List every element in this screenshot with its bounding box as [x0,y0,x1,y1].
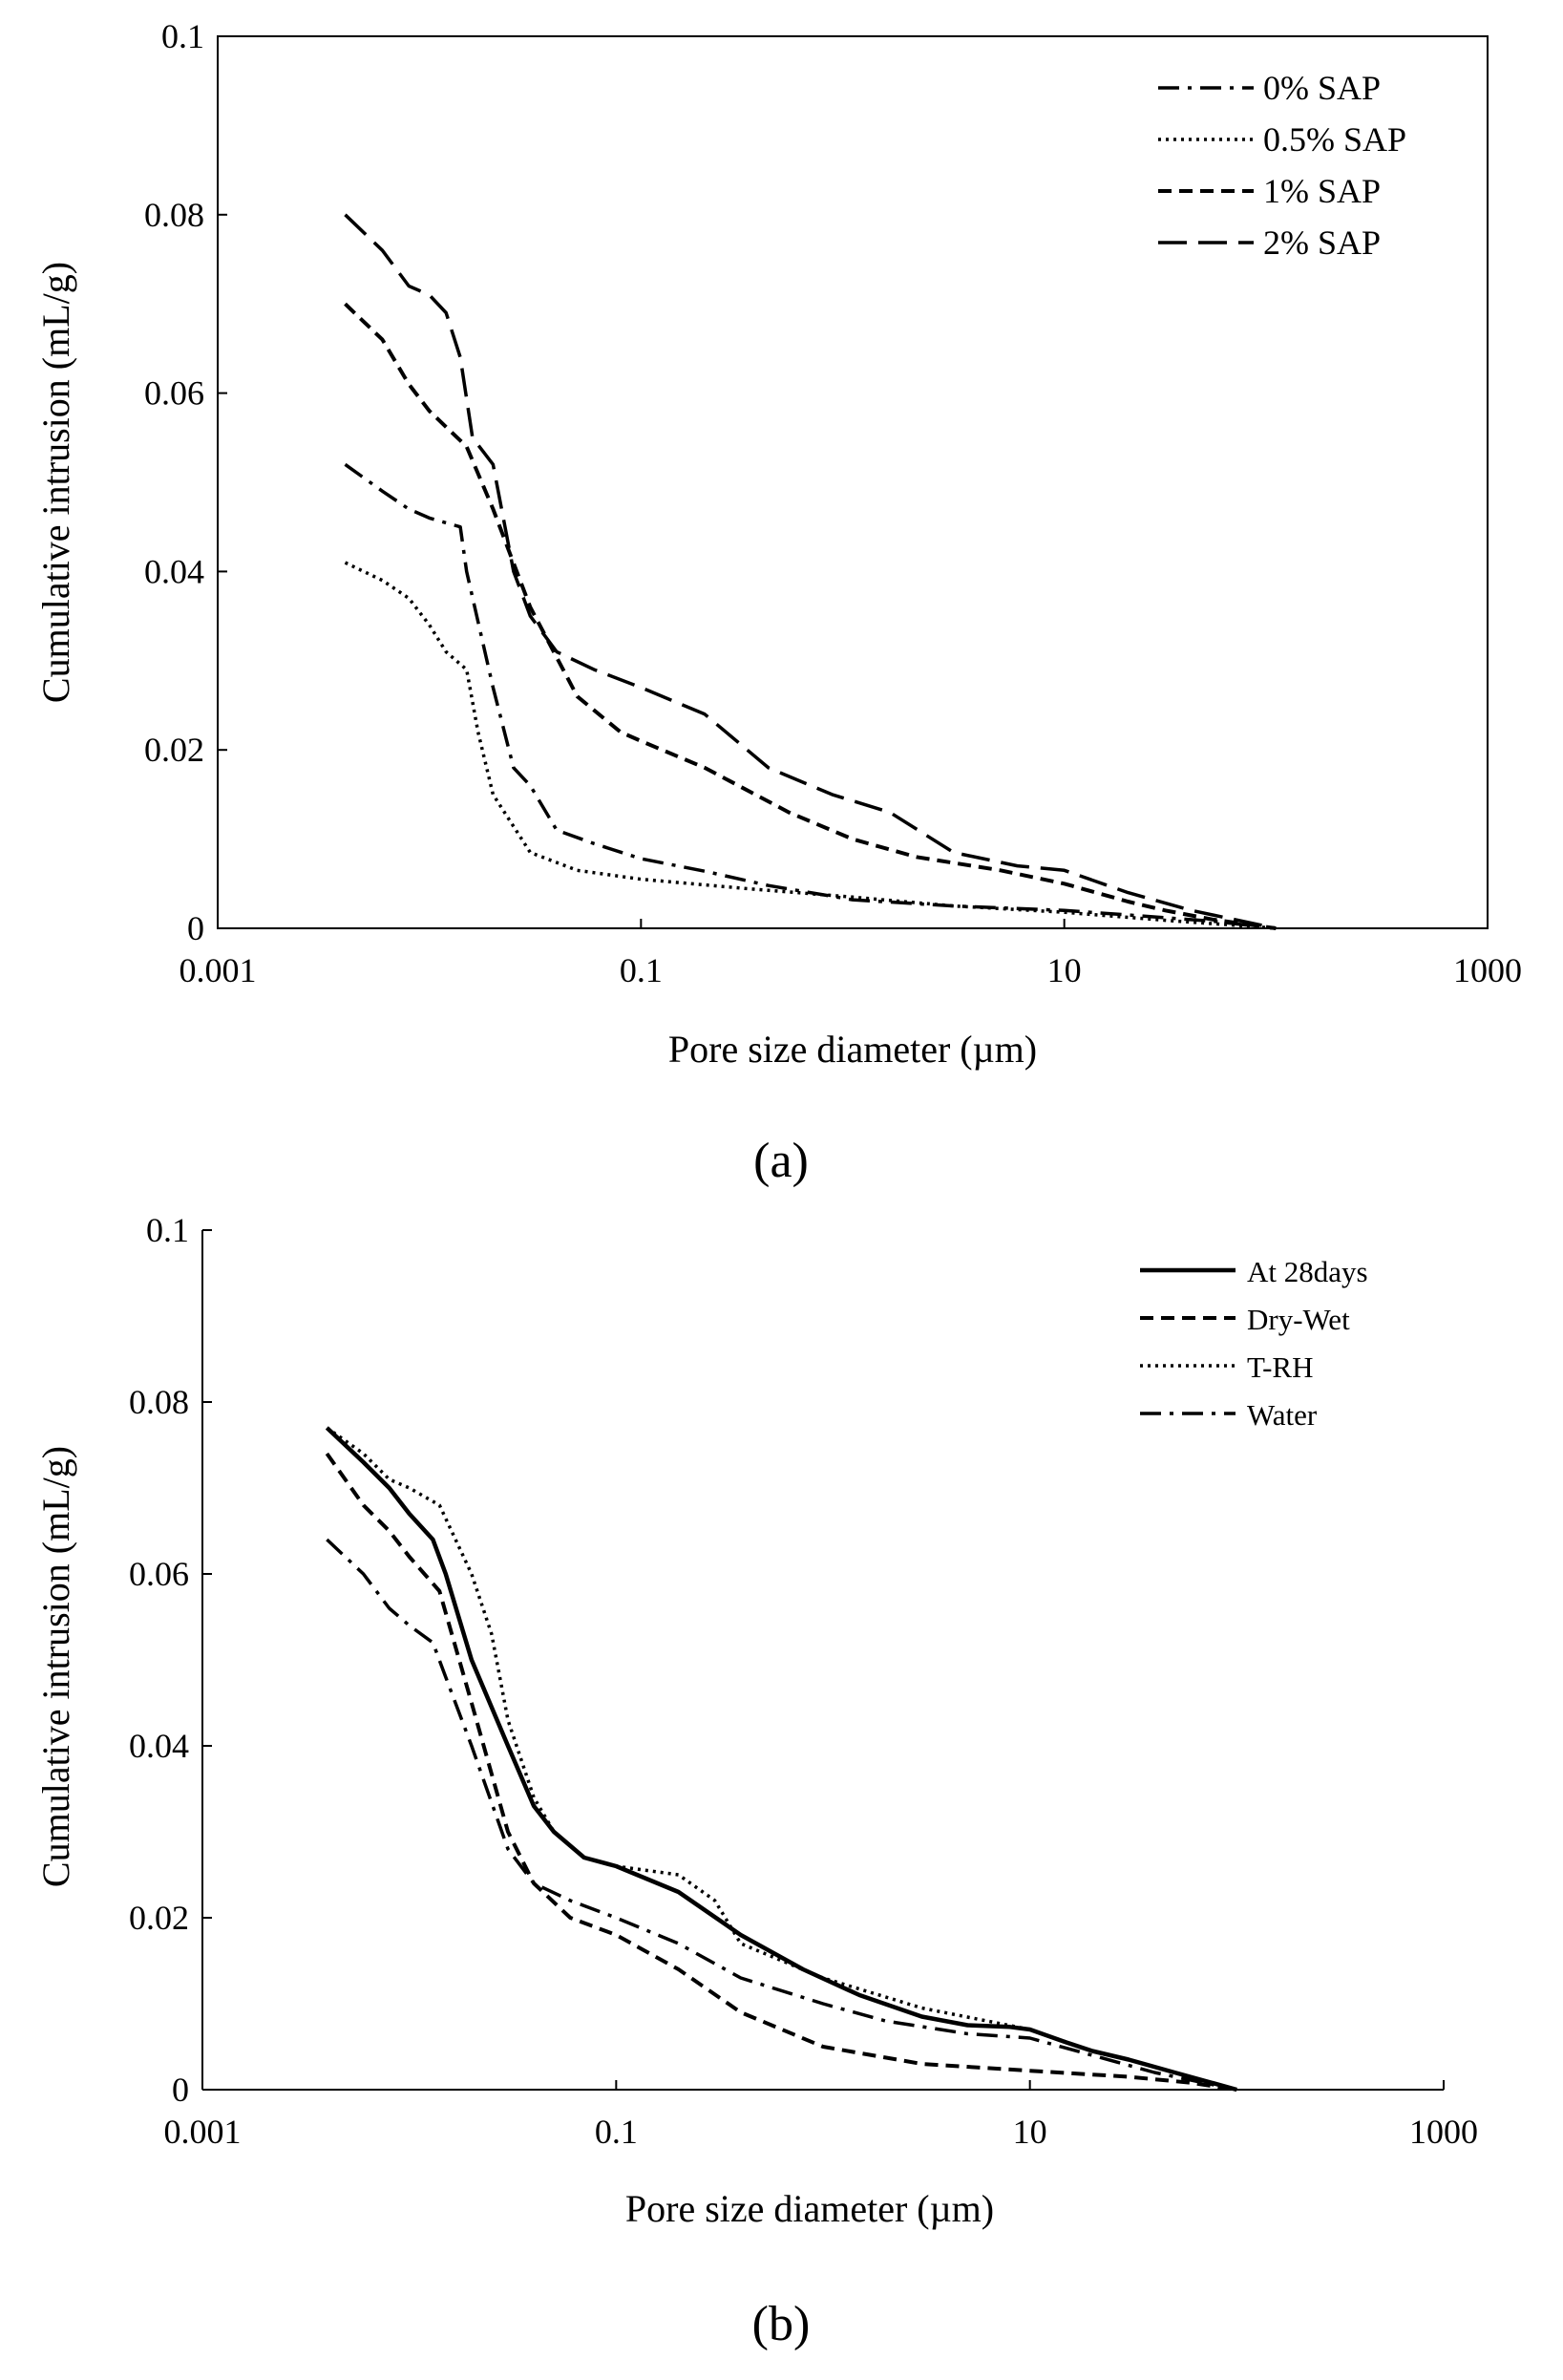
panel-a-chart: 0 0.02 0.04 0.06 0.08 0.1 0.001 0.1 10 1000 0% S… [34,17,1522,1188]
panel-a-x-tick-label: 1000 [1453,951,1522,989]
panel-a-legend-label: 1% SAP [1263,172,1381,210]
panel-b-legend-label: T-RH [1247,1350,1313,1384]
panel-b-y-tick-label: 0 [172,2071,189,2109]
panel-b-x-tick-label: 10 [1013,2113,1047,2151]
panel-a-plot-frame [217,35,1489,929]
panel-b-x-ticks: 0.001 0.1 10 1000 [164,2080,1478,2151]
panel-b-x-axis-label: Pore size diameter (µm) [625,2187,994,2230]
panel-a-series-line-0-sap [344,462,1277,930]
panel-b-legend-label: Dry-Wet [1247,1303,1350,1336]
panel-b-legend-label: At 28days [1247,1255,1368,1288]
panel-a-series-line-2-sap [344,213,1277,930]
panel-a-y-tick-label: 0.06 [144,374,204,413]
panel-a-y-tick-label: 0.08 [144,196,204,234]
panel-b-y-axis-label: Cumulative intrusion (mL/g) [34,1446,77,1887]
panel-b-series-line-dry-wet [325,1452,1237,2092]
panel-b-legend-label: Water [1247,1398,1318,1432]
panel-b-series-line-at-28days [325,1426,1237,2093]
panel-b-series-lines [325,1426,1237,2093]
panel-a-x-tick-label: 10 [1047,951,1082,989]
panel-b-x-tick-label: 0.001 [164,2113,242,2151]
panel-a-y-tick-label: 0.1 [161,17,204,55]
panel-a-x-axis-label: Pore size diameter (µm) [668,1028,1037,1071]
panel-b-y-tick-label: 0.06 [129,1555,189,1593]
panel-b-y-ticks: 0 0.02 0.04 0.06 0.08 0.1 [129,1211,212,2109]
panel-a-legend-label: 0% SAP [1263,69,1381,107]
panel-b-label: (b) [752,2297,811,2351]
panel-a-legend-label: 0.5% SAP [1263,120,1406,159]
panel-b-y-tick-label: 0.04 [129,1727,189,1765]
panel-b-y-tick-label: 0.02 [129,1899,189,1937]
panel-a-x-tick-label: 0.1 [620,951,663,989]
panel-b-x-tick-label: 0.1 [595,2113,638,2151]
panel-a-series-line-1-sap [344,302,1277,930]
panel-a-y-tick-label: 0.02 [144,731,204,769]
panel-b-legend: At 28days Dry-Wet T-RH Water [1140,1255,1368,1432]
panel-b-x-tick-label: 1000 [1409,2113,1478,2151]
panel-a-y-ticks: 0 0.02 0.04 0.06 0.08 0.1 [144,17,227,947]
panel-b-y-tick-label: 0.08 [129,1383,189,1421]
panel-b-chart: 0 0.02 0.04 0.06 0.08 0.1 0.001 0.1 10 1000 At 2… [34,1211,1478,2351]
panel-a-y-axis-label: Cumulative intrusion (mL/g) [34,262,77,703]
panel-a-x-ticks: 0.001 0.1 10 1000 [180,919,1522,989]
panel-a-y-tick-label: 0.04 [144,552,204,590]
panel-a-legend-label: 2% SAP [1263,223,1381,262]
panel-a-series-line-0-5-sap [344,561,1277,930]
panel-a-x-tick-label: 0.001 [180,951,257,989]
panel-b-y-tick-label: 0.1 [146,1211,189,1249]
panel-a-legend: 0% SAP 0.5% SAP 1% SAP 2% SAP [1158,69,1406,262]
panel-b-series-line-water [326,1538,1237,2092]
panel-a-y-tick-label: 0 [187,909,204,947]
panel-a-series-lines [344,213,1277,930]
panel-a-label: (a) [753,1134,809,1188]
